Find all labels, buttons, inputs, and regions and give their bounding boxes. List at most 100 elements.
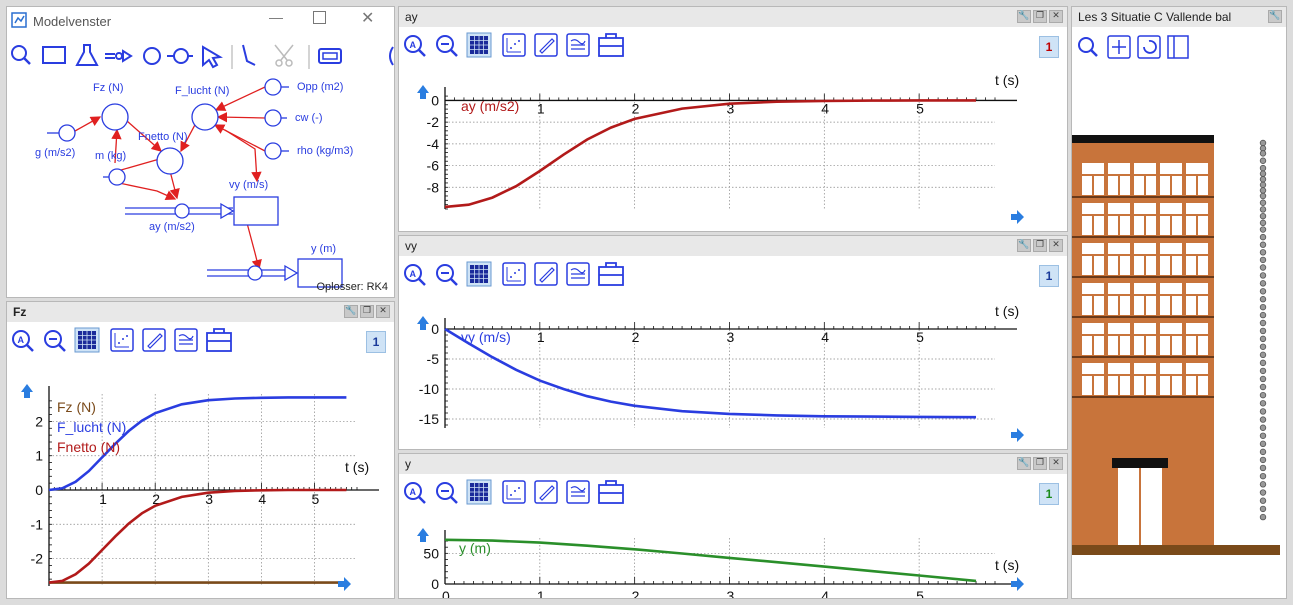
- page-number-badge[interactable]: 1: [1039, 483, 1059, 505]
- series-label: F_lucht (N): [57, 419, 126, 435]
- close-icon[interactable]: ✕: [376, 305, 390, 318]
- toolbox-icon[interactable]: [598, 33, 624, 57]
- node-label-opp: Opp (m2): [297, 81, 344, 93]
- y-tick-label: 0: [431, 576, 439, 592]
- restore-icon[interactable]: ❐: [1033, 239, 1047, 252]
- pen-icon[interactable]: [534, 262, 558, 286]
- fit-icon[interactable]: [1107, 35, 1131, 59]
- close-icon[interactable]: ✕: [1049, 239, 1063, 252]
- ball-trail: [1259, 139, 1267, 521]
- scroll-up-icon[interactable]: [417, 85, 429, 99]
- ball-position-marker: [1259, 343, 1267, 350]
- circle-connector-icon[interactable]: [167, 48, 193, 64]
- animation-toolbar: [1078, 35, 1189, 59]
- circle-icon[interactable]: [143, 47, 161, 65]
- search-icon[interactable]: [11, 45, 31, 65]
- zoom-auto-icon[interactable]: A: [404, 482, 426, 504]
- scroll-up-icon[interactable]: [417, 316, 429, 330]
- scroll-up-icon[interactable]: [417, 528, 429, 542]
- y-tick-label: -4: [427, 136, 440, 152]
- table-icon[interactable]: [566, 33, 590, 57]
- graph-title-y: y: [405, 457, 411, 471]
- zoom-out-icon[interactable]: [436, 35, 458, 57]
- building-window: [1134, 363, 1156, 395]
- page-number-badge[interactable]: 1: [1039, 265, 1059, 287]
- grid-icon[interactable]: [74, 327, 100, 353]
- wrench-icon[interactable]: 🔧: [1017, 457, 1031, 470]
- panel-icon[interactable]: [1167, 35, 1189, 59]
- restore-icon[interactable]: ❐: [1033, 457, 1047, 470]
- pen-icon[interactable]: [142, 328, 166, 352]
- node-label-vy: vy (m/s): [229, 179, 269, 191]
- table-icon[interactable]: [174, 328, 198, 352]
- building-window: [1134, 163, 1156, 195]
- zoom-auto-icon[interactable]: A: [12, 330, 34, 352]
- flow-arrow-icon[interactable]: [105, 49, 133, 63]
- toolbox-icon[interactable]: [598, 480, 624, 504]
- wrench-icon[interactable]: 🔧: [1017, 239, 1031, 252]
- rotate-icon[interactable]: [1137, 35, 1161, 59]
- pen-icon[interactable]: [534, 33, 558, 57]
- scroll-right-icon[interactable]: [1011, 577, 1024, 591]
- y-tick-label: -5: [427, 351, 440, 367]
- rectangle-icon[interactable]: [42, 46, 66, 64]
- restore-icon[interactable]: ❐: [1033, 10, 1047, 23]
- y-tick-label: 0: [35, 482, 43, 498]
- scroll-up-icon[interactable]: [21, 384, 33, 398]
- grid-icon[interactable]: [466, 32, 492, 58]
- minimize-icon[interactable]: ―: [269, 9, 283, 25]
- wrench-icon[interactable]: 🔧: [344, 305, 358, 318]
- building-window: [1134, 203, 1156, 235]
- maximize-icon[interactable]: [313, 11, 326, 24]
- graph-toolbar: A: [404, 261, 624, 287]
- wrench-icon[interactable]: 🔧: [1268, 10, 1282, 23]
- connector-icon[interactable]: [242, 44, 256, 66]
- select-arrow-icon[interactable]: [202, 45, 223, 69]
- scatter-icon[interactable]: [502, 262, 526, 286]
- table-icon[interactable]: [566, 262, 590, 286]
- building-window: [1108, 323, 1130, 355]
- scroll-right-icon[interactable]: [338, 577, 351, 591]
- toolbox-icon[interactable]: [598, 262, 624, 286]
- model-diagram: [47, 78, 343, 288]
- table-icon[interactable]: [566, 480, 590, 504]
- pen-icon[interactable]: [534, 480, 558, 504]
- close-icon[interactable]: ✕: [1049, 10, 1063, 23]
- zoom-auto-icon[interactable]: A: [404, 35, 426, 57]
- close-icon[interactable]: ✕: [361, 10, 375, 27]
- model-app-icon: [11, 12, 27, 28]
- restore-icon[interactable]: ❐: [360, 305, 374, 318]
- x-tick-label: 2: [152, 491, 160, 507]
- scissors-icon[interactable]: [274, 44, 294, 67]
- svg-text:A: A: [410, 40, 417, 50]
- scatter-icon[interactable]: [110, 328, 134, 352]
- zoom-out-icon[interactable]: [436, 264, 458, 286]
- floor-line: [1072, 276, 1214, 278]
- y-tick-label: 1: [35, 448, 43, 464]
- grid-icon[interactable]: [466, 479, 492, 505]
- graph-window-ay: ay 🔧 ❐ ✕ A 1 1 2 3 4 5 0 -2 -4 -6 -8 t (s) ay (m/s2): [398, 6, 1068, 232]
- search-icon[interactable]: [1078, 37, 1098, 57]
- close-icon[interactable]: ✕: [1049, 457, 1063, 470]
- zoom-auto-icon[interactable]: A: [404, 264, 426, 286]
- wrench-icon[interactable]: 🔧: [1017, 10, 1031, 23]
- toolbox-icon[interactable]: [206, 328, 232, 352]
- building-window: [1160, 243, 1182, 275]
- scroll-right-icon[interactable]: [1011, 210, 1024, 224]
- grid-icon[interactable]: [466, 261, 492, 287]
- chart-grid: [49, 394, 357, 586]
- x-tick-label: 3: [726, 100, 734, 116]
- series-label: Fnetto (N): [57, 439, 120, 455]
- page-number-badge[interactable]: 1: [1039, 36, 1059, 58]
- scatter-icon[interactable]: [502, 33, 526, 57]
- zoom-out-icon[interactable]: [436, 482, 458, 504]
- scatter-icon[interactable]: [502, 480, 526, 504]
- scroll-right-icon[interactable]: [1011, 428, 1024, 442]
- x-tick-label: 5: [916, 100, 924, 116]
- flask-icon[interactable]: [75, 44, 99, 66]
- page-number-badge[interactable]: 1: [366, 331, 386, 353]
- zoom-out-icon[interactable]: [44, 330, 66, 352]
- node-label-ay: ay (m/s2): [149, 221, 195, 233]
- display-icon[interactable]: [318, 48, 342, 64]
- more-tools-icon[interactable]: [389, 46, 394, 66]
